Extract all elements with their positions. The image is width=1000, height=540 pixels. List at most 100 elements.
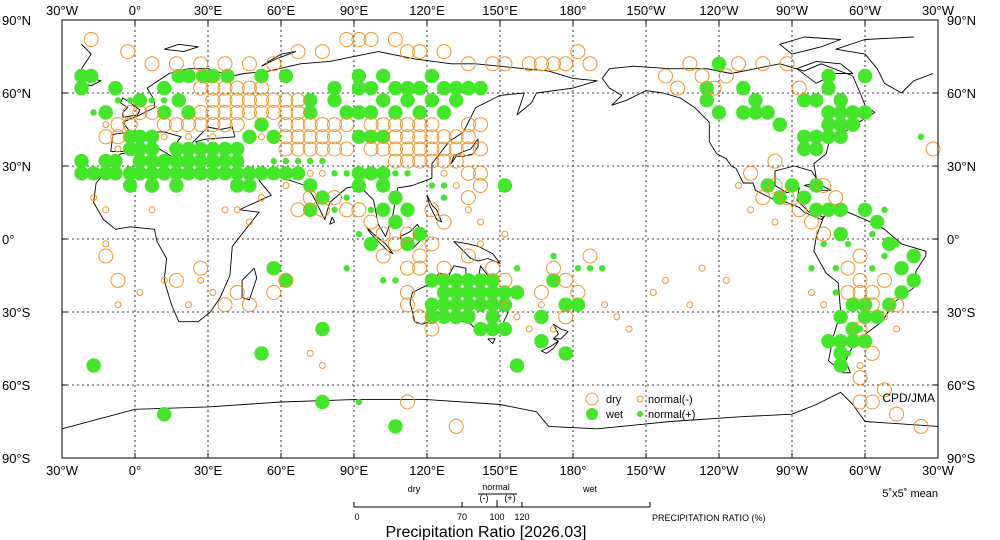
wet-marker xyxy=(144,141,160,157)
wet-marker xyxy=(509,358,525,373)
wet-marker xyxy=(220,68,235,84)
wet-marker xyxy=(449,285,464,300)
normal-plus-marker xyxy=(282,157,290,165)
dry-marker xyxy=(217,80,233,96)
lon-label-bottom: 90°W xyxy=(776,463,809,478)
lat-label-right: 0° xyxy=(947,232,959,247)
wet-marker xyxy=(157,105,172,120)
lon-label-top: 0° xyxy=(129,3,141,18)
wet-marker xyxy=(797,93,812,108)
wet-marker xyxy=(86,166,101,181)
dry-marker xyxy=(570,44,586,60)
wet-marker xyxy=(833,309,848,325)
dry-marker xyxy=(375,226,391,242)
dry-marker xyxy=(816,178,832,193)
dry-marker xyxy=(205,117,221,133)
dry-marker xyxy=(546,260,561,276)
wet-marker xyxy=(363,236,379,252)
wet-marker xyxy=(217,166,233,181)
normal-plus-marker xyxy=(307,157,314,165)
normal-minus-marker xyxy=(440,169,448,177)
wet-marker xyxy=(376,166,391,181)
wet-marker xyxy=(376,178,391,193)
wet-marker xyxy=(772,117,787,132)
wet-marker xyxy=(509,285,525,300)
wet-marker xyxy=(303,93,318,108)
normal-plus-marker xyxy=(355,230,363,238)
wet-marker xyxy=(132,166,148,181)
lon-label-bottom: 150°W xyxy=(626,463,666,478)
wet-marker xyxy=(906,248,921,264)
dry-marker xyxy=(229,285,245,300)
dry-marker xyxy=(205,92,221,108)
normal-plus-marker xyxy=(294,157,302,165)
wet-marker xyxy=(351,178,367,193)
legend-normal-plus-label: normal(+) xyxy=(648,409,695,421)
dry-marker xyxy=(533,285,549,300)
wet-marker xyxy=(303,202,318,217)
wet-marker xyxy=(424,297,440,312)
dry-marker xyxy=(658,68,673,84)
dry-marker xyxy=(387,141,403,157)
dry-marker xyxy=(168,272,184,288)
wet-marker xyxy=(266,129,281,144)
dry-marker xyxy=(193,56,209,72)
dry-marker xyxy=(290,129,306,145)
wet-marker xyxy=(870,309,885,325)
dry-marker xyxy=(314,202,330,218)
dry-marker xyxy=(460,141,476,157)
figure-title: Precipitation Ratio [2026.03] xyxy=(385,524,586,540)
wet-marker xyxy=(882,236,897,252)
wet-marker xyxy=(821,117,836,132)
dry-marker xyxy=(864,297,880,313)
normal-plus-marker xyxy=(343,265,350,272)
wet-marker xyxy=(98,105,114,120)
wet-marker xyxy=(461,309,476,325)
wet-marker xyxy=(424,93,440,108)
wet-marker xyxy=(833,105,848,120)
dry-marker xyxy=(424,202,440,218)
wet-marker xyxy=(833,129,848,144)
wet-marker xyxy=(327,80,342,96)
dry-marker xyxy=(156,117,172,133)
wet-marker xyxy=(821,68,836,84)
normal-plus-marker xyxy=(392,277,399,284)
normal-plus-marker xyxy=(319,157,326,165)
wet-marker xyxy=(449,273,464,288)
dry-marker xyxy=(278,272,294,288)
dry-marker xyxy=(241,92,257,108)
dry-marker xyxy=(546,56,561,72)
dry-marker xyxy=(229,92,245,108)
scale-normal-plus-label: (+) xyxy=(504,493,515,503)
dry-marker xyxy=(302,190,318,206)
dry-marker xyxy=(375,141,391,157)
scale-tick-label-70: 70 xyxy=(457,512,467,522)
dry-marker xyxy=(718,68,734,84)
scale-dry-label: dry xyxy=(408,484,421,494)
dry-marker xyxy=(266,285,282,300)
dry-marker xyxy=(424,129,440,145)
wet-marker xyxy=(351,129,367,144)
wet-marker xyxy=(157,166,172,181)
dry-marker xyxy=(436,129,452,145)
normal-minus-marker xyxy=(136,289,144,296)
normal-plus-marker xyxy=(161,97,168,104)
dry-marker xyxy=(497,272,513,288)
normal-plus-marker xyxy=(404,170,411,177)
coast-baffin xyxy=(796,60,854,84)
normal-plus-marker xyxy=(844,350,852,357)
wet-marker xyxy=(497,321,513,337)
dry-marker xyxy=(278,141,294,157)
coast-newguinea xyxy=(453,240,501,264)
wet-marker xyxy=(736,80,751,96)
wet-marker xyxy=(388,419,403,434)
dry-marker xyxy=(110,129,126,145)
wet-marker xyxy=(230,153,245,169)
coast-sumatra xyxy=(365,226,394,255)
normal-minus-marker xyxy=(452,182,460,189)
dry-marker xyxy=(314,44,330,60)
normal-minus-marker xyxy=(102,121,110,129)
dry-marker xyxy=(852,370,868,386)
dry-marker xyxy=(363,32,379,47)
